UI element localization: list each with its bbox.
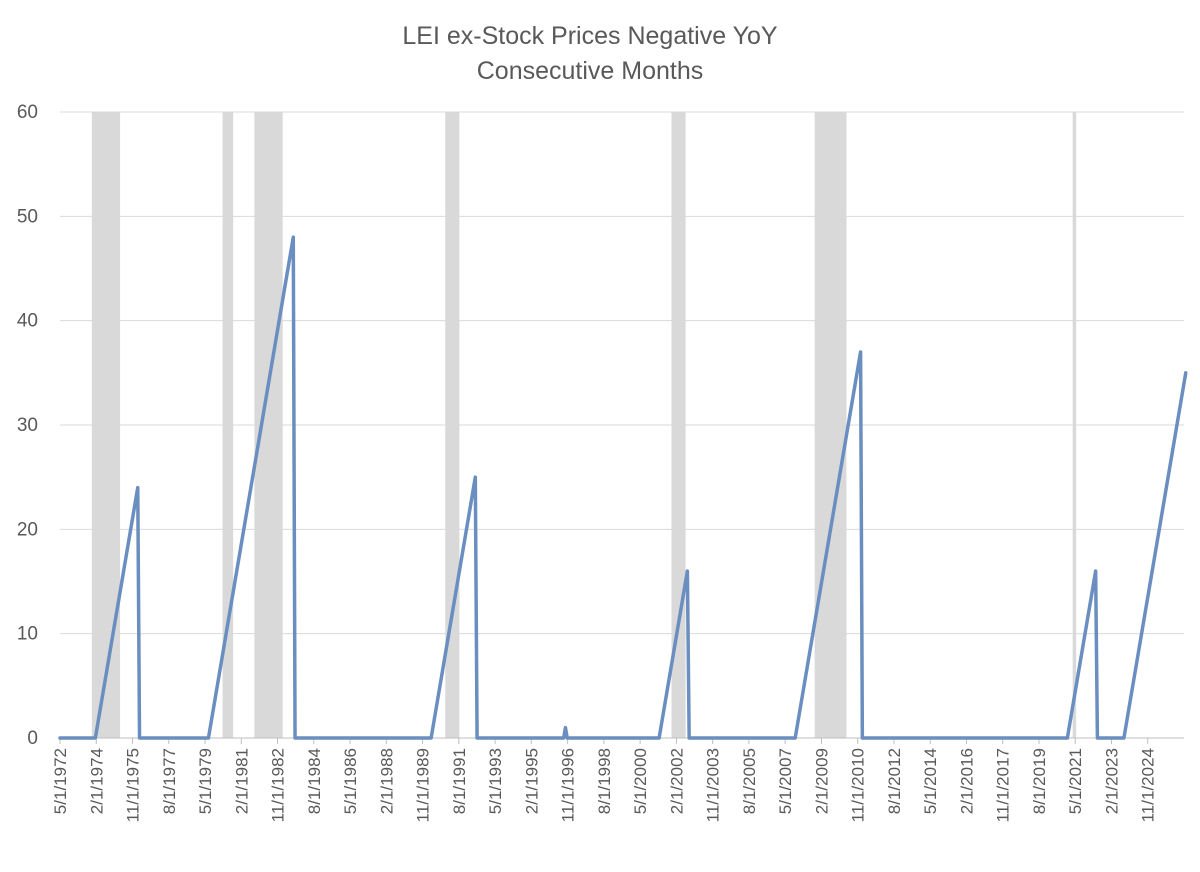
x-tick-label-6: 2/1/1981 bbox=[232, 748, 251, 814]
x-tick-label-13: 5/1/1993 bbox=[486, 748, 505, 814]
x-tick-label-27: 11/1/2017 bbox=[994, 748, 1013, 822]
x-tick-label-1: 5/1/1972 bbox=[51, 748, 70, 814]
chart-title: LEI ex-Stock Prices Negative YoY Consecu… bbox=[402, 22, 778, 85]
x-tick-label-19: 11/1/2003 bbox=[704, 748, 723, 822]
x-tick-label-16: 8/1/1998 bbox=[595, 748, 614, 814]
x-tick-label-18: 2/1/2002 bbox=[667, 748, 686, 814]
x-tick-label-17: 5/1/2000 bbox=[631, 748, 650, 814]
y-axis-labels: 0 10 20 30 40 50 60 bbox=[17, 102, 38, 749]
x-tick-label-7: 11/1/1982 bbox=[269, 748, 288, 822]
y-tick-label-0: 0 bbox=[27, 728, 38, 749]
x-tick-label-23: 11/1/2010 bbox=[849, 748, 868, 822]
y-tick-label-30: 30 bbox=[17, 415, 38, 436]
x-tick-label-28: 8/1/2019 bbox=[1030, 748, 1049, 814]
series-line-1 bbox=[58, 235, 1188, 740]
x-tick-label-10: 2/1/1988 bbox=[377, 748, 396, 814]
x-tick-label-25: 5/1/2014 bbox=[921, 748, 940, 814]
x-tick-label-20: 8/1/2005 bbox=[740, 748, 759, 814]
y-tick-label-60: 60 bbox=[17, 102, 38, 123]
series-group bbox=[58, 235, 1188, 740]
chart-title-line-1: LEI ex-Stock Prices Negative YoY bbox=[402, 22, 778, 50]
y-tick-label-50: 50 bbox=[17, 206, 38, 227]
x-axis-labels: 5/1/1972 2/1/1974 11/1/1975 8/1/1977 5/1/197… bbox=[51, 748, 1158, 822]
x-tick-label-24: 8/1/2012 bbox=[885, 748, 904, 814]
y-tick-label-10: 10 bbox=[17, 624, 38, 645]
x-tick-label-4: 8/1/1977 bbox=[160, 748, 179, 814]
x-tick-label-15: 11/1/1996 bbox=[559, 748, 578, 822]
x-tick-label-9: 5/1/1986 bbox=[341, 748, 360, 814]
x-tick-label-30: 2/1/2023 bbox=[1102, 748, 1121, 814]
y-tick-label-20: 20 bbox=[17, 519, 38, 540]
x-tick-label-5: 5/1/1979 bbox=[196, 748, 215, 814]
x-tick-label-14: 2/1/1995 bbox=[522, 748, 541, 814]
chart-title-line-2: Consecutive Months bbox=[477, 57, 704, 85]
x-tick-label-2: 2/1/1974 bbox=[87, 748, 106, 814]
y-tick-label-40: 40 bbox=[17, 311, 38, 332]
x-tick-label-26: 2/1/2016 bbox=[957, 748, 976, 814]
x-tick-label-21: 5/1/2007 bbox=[776, 748, 795, 814]
x-tick-label-22: 2/1/2009 bbox=[812, 748, 831, 814]
x-tick-label-29: 5/1/2021 bbox=[1066, 748, 1085, 814]
x-tick-label-11: 11/1/1989 bbox=[414, 748, 433, 822]
x-tick-label-12: 8/1/1991 bbox=[450, 748, 469, 814]
x-tick-label-8: 8/1/1984 bbox=[305, 748, 324, 814]
x-tick-label-31: 11/1/2024 bbox=[1139, 748, 1158, 822]
x-tick-label-3: 11/1/1975 bbox=[124, 748, 143, 822]
